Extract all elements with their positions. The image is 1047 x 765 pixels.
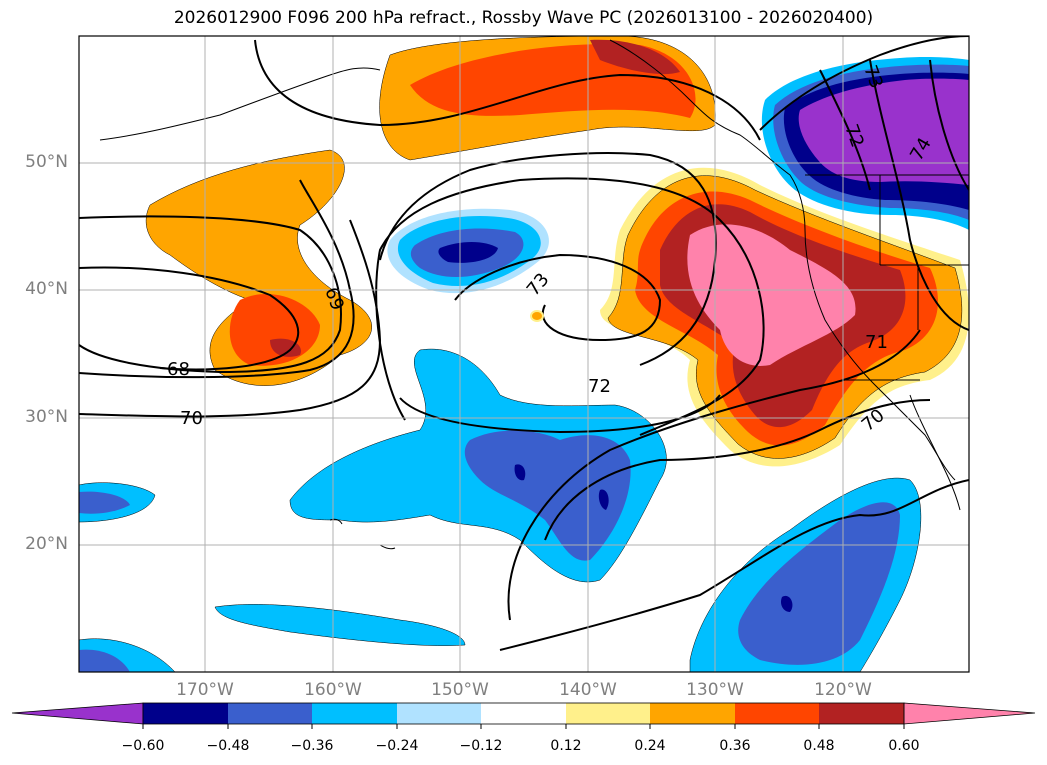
positive-anomaly-east-max [687,224,856,366]
colorbar-segment [312,703,397,724]
colorbar-tick-label: −0.24 [375,738,419,754]
colorbar-segment [143,703,228,724]
positive-anomaly-west-max [270,338,301,357]
contour-label: 71 [865,332,888,353]
height-contours [79,36,969,651]
colorbar-segment [819,703,904,724]
colorbar-tick-label: −0.12 [459,738,503,754]
shaded-field [79,36,969,672]
colorbar-tick-label: 0.60 [888,738,920,754]
lon-tick-label: 160°W [304,680,362,700]
colorbar-tick-label: −0.36 [290,738,334,754]
colorbar-tick-label: 0.24 [634,738,666,754]
colorbar-tick-label: −0.60 [121,738,165,754]
negative-anomaly-west-edge-core [79,491,130,514]
lon-tick-label: 120°W [814,680,872,700]
negative-anomaly-southwest-core [79,649,130,672]
colorbar-segment [735,703,819,724]
colorbar-tick-label: 0.36 [719,738,751,754]
colorbar-extend-high [903,702,1036,725]
negative-anomaly-south-strip [214,604,466,646]
contour-label: 68 [167,359,190,380]
lon-tick-label: 130°W [686,680,744,700]
lat-tick-label: 40°N [25,279,68,299]
lon-tick-label: 170°W [176,680,234,700]
positive-anomaly-dot [530,310,544,322]
colorbar-tick-label: 0.12 [550,738,582,754]
colorbar-segment [481,703,566,724]
colorbar-segment [566,703,650,724]
negative-anomaly-subtropical-max [514,464,609,510]
coastlines [99,39,969,550]
colorbar-tick-label: −0.48 [206,738,250,754]
colorbar-segment [397,703,481,724]
graticule [79,36,969,672]
lon-tick-label: 150°W [431,680,489,700]
lon-tick-label: 140°W [559,680,617,700]
colorbar-segment [228,703,312,724]
colorbar-tick-label: 0.48 [803,738,835,754]
contour-label: 70 [180,408,203,429]
lat-tick-label: 30°N [25,407,68,427]
contour-label: 72 [588,376,611,397]
colorbar-extend-low [11,702,144,725]
lat-tick-label: 20°N [25,534,68,554]
negative-anomaly-southeast-max [780,595,793,612]
negative-anomaly-northeast-max [798,78,969,185]
map-frame [78,35,970,673]
lat-tick-label: 50°N [25,152,68,172]
negative-anomaly-southeast-mid [738,502,900,665]
positive-anomaly-north-max [590,39,680,75]
map-title: 2026012900 F096 200 hPa refract., Rossby… [173,8,874,28]
colorbar [11,702,1036,729]
negative-anomaly-central-max [438,242,498,263]
colorbar-segment [650,703,735,724]
